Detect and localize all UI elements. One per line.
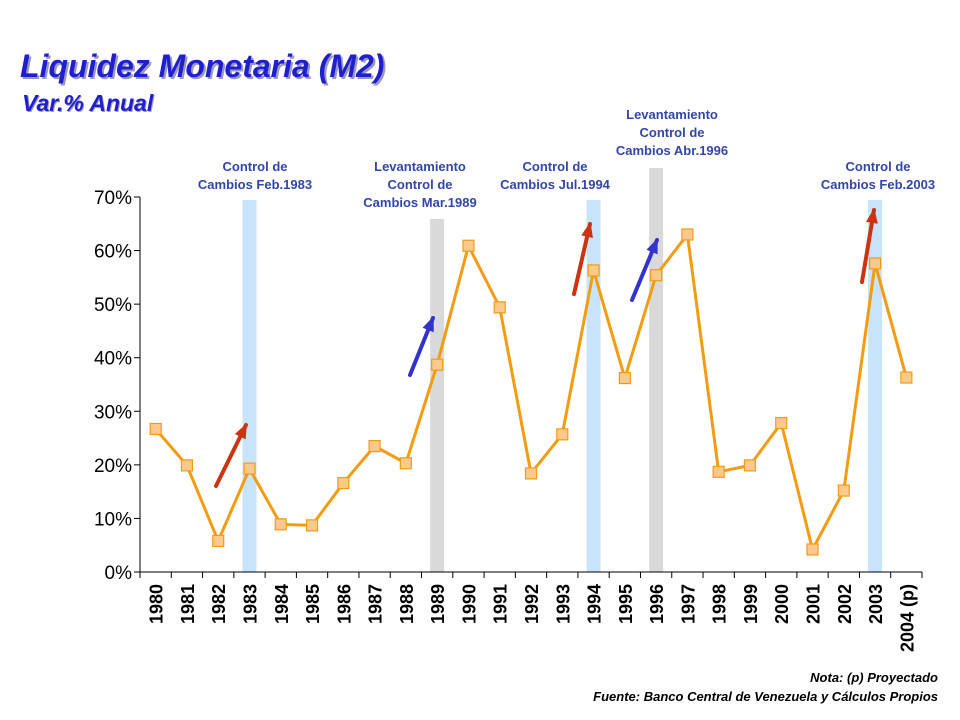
data-point-2000 xyxy=(775,416,788,430)
data-point-1989 xyxy=(431,358,444,371)
annotation-label: Cambios Feb.1983 xyxy=(198,177,312,192)
data-point-1988 xyxy=(399,457,412,470)
series-line xyxy=(154,233,908,551)
trend-arrow-head xyxy=(234,423,247,440)
data-point-1982 xyxy=(212,534,225,548)
data-point-2004 (p) xyxy=(900,371,913,384)
x-tick-label-1986: 1986 xyxy=(334,584,354,624)
x-tick-label-1985: 1985 xyxy=(303,584,323,624)
data-point-1984 xyxy=(274,518,287,531)
x-tick-label-1993: 1993 xyxy=(553,584,573,624)
x-tick-label-1996: 1996 xyxy=(647,584,667,624)
x-tick-label-1998: 1998 xyxy=(710,584,730,624)
source-note: Fuente: Banco Central de Venezuela y Cál… xyxy=(593,689,938,704)
data-point-2003 xyxy=(868,257,882,270)
data-point-1995 xyxy=(618,371,631,385)
trend-arrow-head xyxy=(865,208,878,224)
x-tick-label-1995: 1995 xyxy=(616,584,636,624)
annotation-label: Cambios Feb.2003 xyxy=(821,177,935,192)
data-point-1991 xyxy=(493,301,506,314)
event-band-1989 xyxy=(430,219,445,572)
x-tick-label-1989: 1989 xyxy=(428,584,448,624)
event-band-1983 xyxy=(242,200,257,572)
annotation-label: Control de xyxy=(523,159,588,174)
data-point-1993 xyxy=(556,428,569,441)
data-point-1985 xyxy=(305,519,319,532)
annotation-label: Control de xyxy=(388,177,453,192)
data-point-1990 xyxy=(462,239,475,252)
data-point-2002 xyxy=(837,484,850,497)
annotation-label: Cambios Mar.1989 xyxy=(363,195,476,210)
event-band-2003 xyxy=(868,200,883,572)
y-tick-label: 70% xyxy=(94,188,132,209)
x-tick-label-2004 (p): 2004 (p) xyxy=(897,584,917,652)
y-tick-label: 0% xyxy=(105,563,133,584)
x-tick-label-1987: 1987 xyxy=(366,584,386,624)
x-tick-label-1988: 1988 xyxy=(397,584,417,624)
annotation-label: Levantamiento xyxy=(626,107,718,122)
x-tick-label-1991: 1991 xyxy=(491,584,511,624)
data-point-1997 xyxy=(681,228,694,241)
chart-title: Liquidez Monetaria (M2) xyxy=(20,48,385,84)
x-tick-label-2000: 2000 xyxy=(772,584,792,624)
annotation-label: Cambios Jul.1994 xyxy=(500,177,611,192)
x-tick-label-1983: 1983 xyxy=(240,584,260,624)
data-point-1998 xyxy=(712,465,725,478)
data-point-1980 xyxy=(149,422,162,436)
x-tick-label-1994: 1994 xyxy=(585,584,605,624)
x-tick-label-1981: 1981 xyxy=(178,584,198,624)
x-tick-label-2003: 2003 xyxy=(866,584,886,624)
x-tick-label-2002: 2002 xyxy=(835,584,855,624)
footnote: Nota: (p) Proyectado Fuente: Banco Centr… xyxy=(593,668,938,706)
x-tick-label-1990: 1990 xyxy=(459,584,479,624)
x-tick-label-1982: 1982 xyxy=(209,584,229,624)
y-tick-label: 10% xyxy=(94,509,132,530)
y-tick-label: 20% xyxy=(94,456,132,477)
y-tick-label: 60% xyxy=(94,242,132,263)
data-point-2001 xyxy=(806,543,819,556)
trend-arrow-head xyxy=(646,238,658,255)
data-point-1983 xyxy=(243,462,256,475)
x-tick-label-1980: 1980 xyxy=(147,584,167,624)
data-point-1994 xyxy=(587,264,600,277)
x-tick-label-1992: 1992 xyxy=(522,584,542,624)
x-tick-label-1997: 1997 xyxy=(678,584,698,624)
data-point-1996 xyxy=(650,269,663,282)
data-point-1992 xyxy=(524,467,538,480)
data-point-1986 xyxy=(337,476,350,490)
annotation-label: Control de xyxy=(223,159,288,174)
trend-arrow-head xyxy=(422,316,434,333)
y-tick-label: 40% xyxy=(94,349,132,370)
annotation-label: Control de xyxy=(640,125,705,140)
data-point-1981 xyxy=(180,459,194,472)
chart-subtitle: Var.% Anual xyxy=(22,90,154,116)
y-tick-label: 30% xyxy=(94,402,132,423)
data-point-1999 xyxy=(743,459,757,472)
x-tick-label-2001: 2001 xyxy=(804,584,824,624)
trend-arrow-head xyxy=(581,222,593,239)
x-tick-label-1984: 1984 xyxy=(272,584,292,624)
event-band-1996 xyxy=(649,168,664,572)
x-tick-label-1999: 1999 xyxy=(741,584,761,624)
y-tick-label: 50% xyxy=(94,295,132,316)
event-band-1994 xyxy=(586,200,601,572)
annotation-label: Levantamiento xyxy=(374,159,466,174)
projection-note: Nota: (p) Proyectado xyxy=(810,670,938,685)
data-point-1987 xyxy=(368,440,381,453)
annotation-label: Control de xyxy=(846,159,911,174)
annotation-label: Cambios Abr.1996 xyxy=(616,143,728,158)
